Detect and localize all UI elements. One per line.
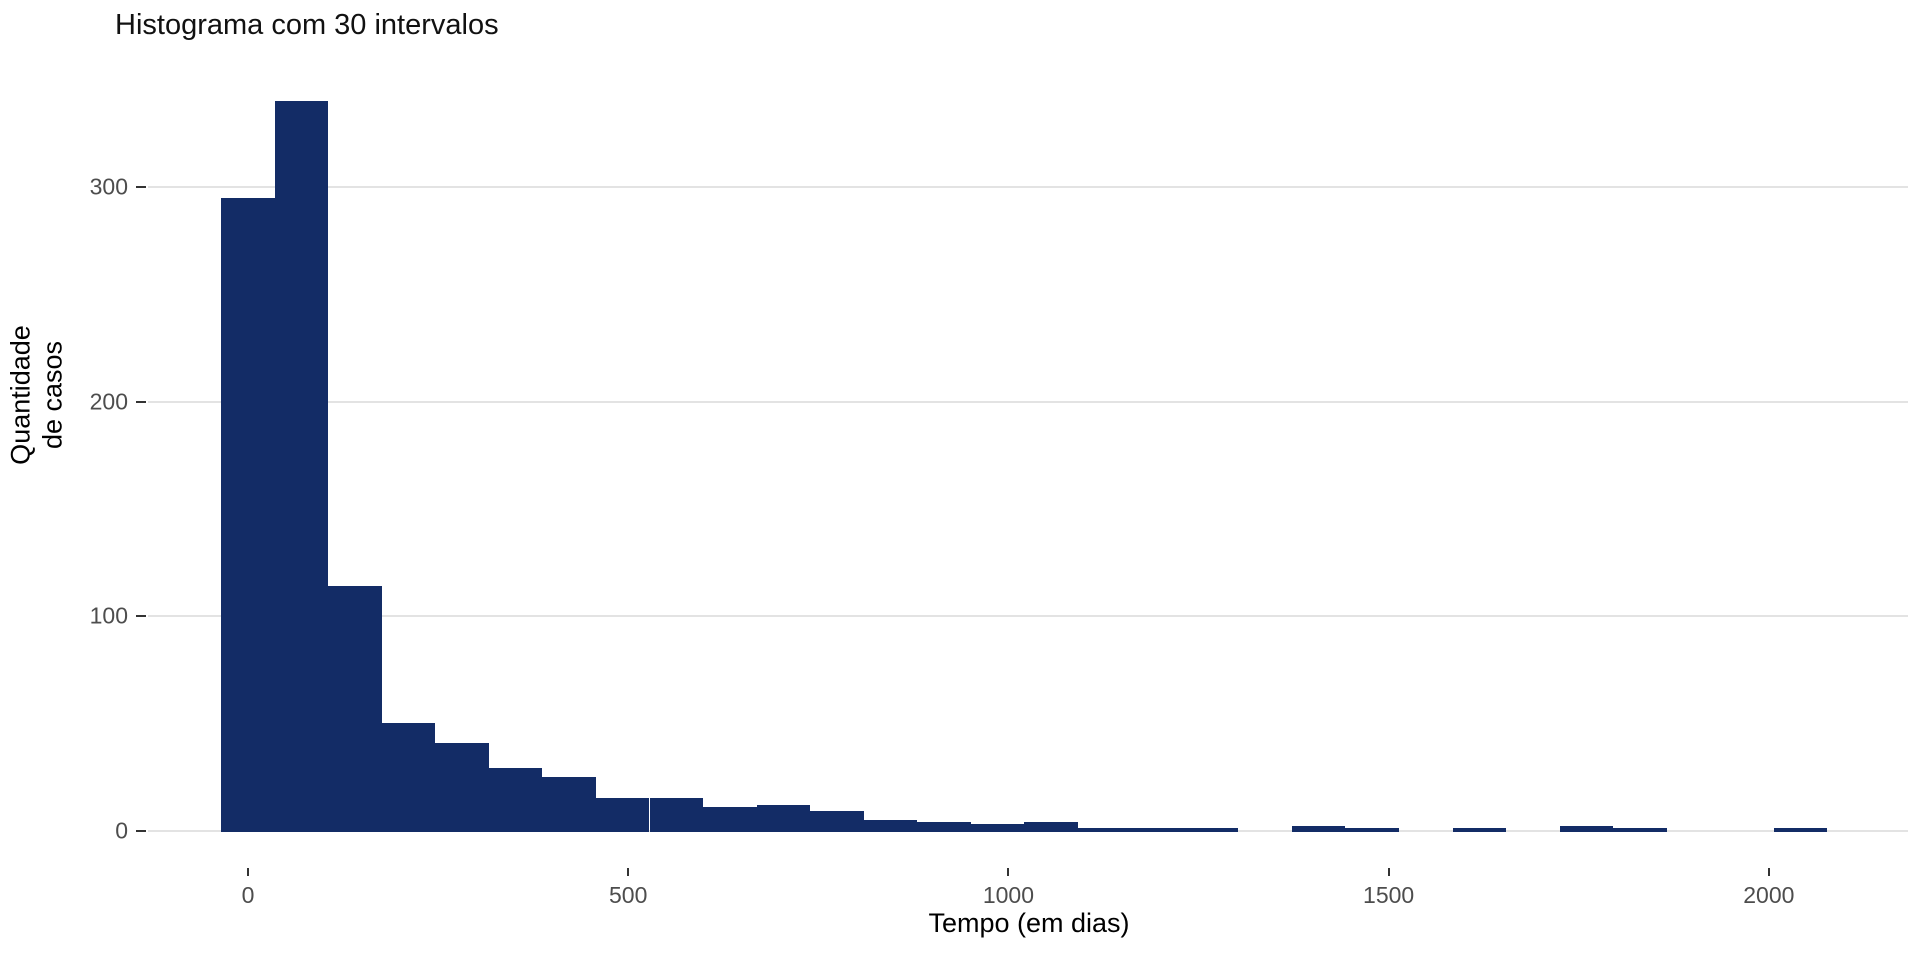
histogram-bar (1291, 826, 1346, 832)
x-tick-label: 1500 (1363, 882, 1415, 908)
histogram-bar (1184, 828, 1239, 832)
y-gridline (148, 615, 1908, 618)
histogram-bar (221, 197, 275, 832)
histogram-bar (1613, 828, 1667, 832)
histogram-bar (1559, 826, 1614, 832)
y-axis-title: Quantidade de casos (5, 325, 70, 465)
y-gridline (148, 400, 1908, 403)
y-tick-label: 300 (89, 173, 128, 200)
histogram-bar (1452, 828, 1507, 832)
y-tick-mark (136, 829, 146, 832)
histogram-bar (274, 101, 329, 832)
x-tick-label: 0 (241, 882, 255, 908)
histogram-bar (863, 819, 918, 832)
y-tick-label: 200 (89, 388, 128, 415)
x-tick-label: 2000 (1743, 882, 1795, 908)
y-tick-label: 0 (115, 817, 128, 843)
histogram-bar (328, 586, 382, 832)
histogram-bar (488, 768, 543, 832)
histogram-bar (810, 811, 864, 832)
histogram-bar (1131, 828, 1185, 832)
histogram-bar (595, 798, 650, 832)
x-tick-mark (1767, 868, 1770, 876)
y-tick-mark (136, 400, 146, 403)
histogram-bar (649, 798, 704, 832)
histogram-bar (435, 742, 489, 832)
histogram-bar (970, 824, 1025, 832)
x-tick-mark (627, 868, 630, 876)
histogram-bar (1345, 828, 1399, 832)
x-tick-mark (1387, 868, 1390, 876)
y-gridline (148, 186, 1908, 189)
x-axis-title: Tempo (em dias) (928, 908, 1130, 938)
histogram-bar (1077, 828, 1132, 832)
histogram-bar (756, 804, 811, 832)
y-tick-label: 100 (89, 602, 128, 629)
x-tick-mark (1007, 868, 1010, 876)
histogram-bar (703, 806, 757, 832)
histogram-bar (1024, 821, 1078, 832)
y-axis-title-line2: de casos (38, 340, 68, 450)
histogram-bar (381, 723, 436, 832)
chart-title: Histograma com 30 intervalos (115, 9, 499, 41)
histogram-bar (1773, 828, 1828, 832)
y-tick-mark (136, 186, 146, 189)
x-tick-label: 1000 (982, 882, 1034, 908)
x-tick-mark (247, 868, 249, 876)
y-tick-mark (136, 615, 146, 618)
y-axis-title-line1: Quantidade (5, 325, 36, 465)
x-tick-label: 500 (609, 882, 648, 908)
histogram-bar (542, 776, 596, 832)
histogram-bar (917, 821, 971, 832)
